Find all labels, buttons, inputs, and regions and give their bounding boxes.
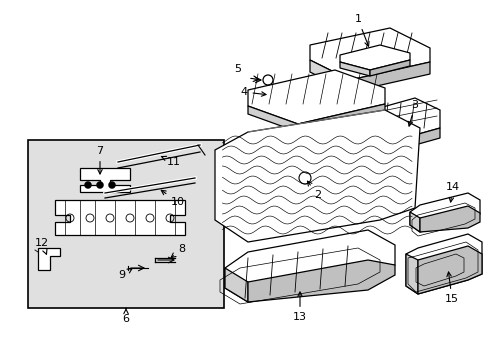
Polygon shape (247, 70, 384, 124)
Circle shape (108, 181, 115, 189)
Text: 11: 11 (161, 156, 181, 167)
Text: 6: 6 (122, 309, 129, 324)
Bar (28, 140, 224, 308)
Polygon shape (364, 130, 389, 152)
Polygon shape (405, 234, 481, 294)
Polygon shape (349, 62, 429, 92)
Text: 8: 8 (171, 244, 185, 257)
Text: 2: 2 (307, 181, 321, 200)
Polygon shape (339, 62, 369, 76)
Polygon shape (297, 104, 384, 132)
Polygon shape (224, 230, 394, 302)
Polygon shape (247, 106, 297, 132)
Polygon shape (55, 200, 184, 235)
Polygon shape (215, 110, 419, 242)
Polygon shape (339, 45, 409, 70)
Text: 3: 3 (407, 100, 418, 126)
Polygon shape (409, 193, 479, 232)
Text: 1: 1 (354, 14, 368, 46)
Text: 14: 14 (445, 182, 459, 202)
Circle shape (96, 181, 103, 189)
Polygon shape (419, 206, 479, 232)
Polygon shape (364, 98, 439, 142)
Text: 4: 4 (240, 87, 265, 97)
Polygon shape (309, 60, 349, 92)
Text: 9: 9 (118, 269, 132, 280)
Polygon shape (224, 268, 247, 302)
Polygon shape (247, 260, 394, 302)
Text: 7: 7 (96, 146, 103, 174)
Circle shape (84, 181, 91, 189)
Polygon shape (369, 60, 409, 76)
Text: 15: 15 (444, 272, 458, 304)
Text: 10: 10 (161, 190, 184, 207)
Polygon shape (38, 248, 60, 270)
Text: 13: 13 (292, 292, 306, 322)
Polygon shape (417, 246, 481, 294)
Text: 5: 5 (234, 64, 241, 74)
Text: 12: 12 (35, 238, 49, 254)
Polygon shape (309, 28, 429, 80)
Polygon shape (409, 212, 419, 232)
Polygon shape (405, 254, 417, 294)
Polygon shape (389, 128, 439, 152)
Polygon shape (80, 168, 130, 192)
